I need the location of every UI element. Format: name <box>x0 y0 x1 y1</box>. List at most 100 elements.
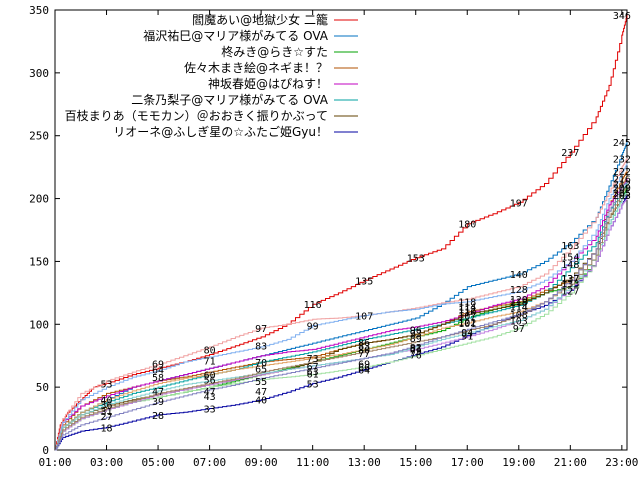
data-label: 40 <box>101 396 113 407</box>
data-label: 91 <box>461 332 473 343</box>
data-label: 80 <box>204 345 216 356</box>
data-label: 47 <box>204 387 216 398</box>
data-label: 47 <box>152 387 164 398</box>
data-label: 69 <box>152 359 164 370</box>
legend-entry-label: 百枝まりあ（モモカン）＠おおきく振りかぶって <box>65 108 328 123</box>
data-label: 118 <box>458 298 476 309</box>
data-label: 77 <box>358 349 370 360</box>
y-tick-label: 350 <box>29 4 49 17</box>
x-tick-label: 19:00 <box>502 456 535 469</box>
data-label: 148 <box>561 260 579 271</box>
data-label: 137 <box>561 274 579 285</box>
y-tick-label: 250 <box>29 130 49 143</box>
series-line <box>55 187 628 451</box>
data-label: 97 <box>513 324 525 335</box>
data-label: 203 <box>613 191 631 202</box>
x-tick-label: 11:00 <box>296 456 329 469</box>
data-label: 47 <box>255 387 267 398</box>
data-label: 114 <box>510 303 528 314</box>
x-tick-label: 13:00 <box>348 456 381 469</box>
data-label: 216 <box>613 174 631 185</box>
legend-entry-label: 福沢祐巳@マリア様がみてる OVA <box>143 28 328 43</box>
data-label: 114 <box>510 303 528 314</box>
series-line <box>55 178 628 451</box>
data-label: 114 <box>458 303 476 314</box>
data-label: 27 <box>101 412 113 423</box>
data-label: 108 <box>510 310 528 321</box>
data-label: 40 <box>255 396 267 407</box>
series-line <box>55 194 628 451</box>
legend-entry-label: 柊みき@らき☆すた <box>221 44 328 59</box>
data-label: 163 <box>561 241 579 252</box>
data-label: 70 <box>255 358 267 369</box>
data-label: 53 <box>307 379 319 390</box>
series-line <box>55 142 628 451</box>
data-label: 76 <box>410 350 422 361</box>
data-label: 245 <box>613 138 631 149</box>
data-label: 112 <box>458 305 476 316</box>
series-line <box>55 163 628 451</box>
data-label: 56 <box>204 376 216 387</box>
data-label: 94 <box>461 328 473 339</box>
data-label: 103 <box>510 317 528 328</box>
x-tick-label: 17:00 <box>451 456 484 469</box>
data-label: 205 <box>613 188 631 199</box>
legend-entry-label: 佐々木まき絵@ネギま！？ <box>184 60 328 75</box>
y-tick-label: 100 <box>29 318 49 331</box>
data-label: 66 <box>358 363 370 374</box>
data-label: 102 <box>458 318 476 329</box>
data-label: 28 <box>152 411 164 422</box>
data-label: 31 <box>101 407 113 418</box>
data-label: 96 <box>410 325 422 336</box>
data-labels: 1161351531801972373461401632452091141202… <box>101 11 631 434</box>
legend-entry-label: 神坂春姫@はぴねす！ <box>208 77 328 91</box>
data-label: 93 <box>410 329 422 340</box>
data-label: 43 <box>204 392 216 403</box>
data-label: 116 <box>304 300 322 311</box>
data-label: 107 <box>355 311 373 322</box>
x-tick-label: 23:00 <box>605 456 638 469</box>
series-line <box>55 183 628 451</box>
x-tick-label: 09:00 <box>245 456 278 469</box>
data-label: 80 <box>358 345 370 356</box>
data-label: 18 <box>101 423 113 434</box>
data-label: 127 <box>561 286 579 297</box>
series-line <box>55 182 628 451</box>
data-label: 107 <box>458 311 476 322</box>
y-tick-label: 200 <box>29 193 49 206</box>
data-label: 73 <box>307 354 319 365</box>
x-tick-label: 21:00 <box>554 456 587 469</box>
data-label: 128 <box>510 285 528 296</box>
data-label: 97 <box>255 324 267 335</box>
data-label: 58 <box>152 373 164 384</box>
data-label: 99 <box>307 322 319 333</box>
data-label: 61 <box>307 369 319 380</box>
y-tick-label: 150 <box>29 255 49 268</box>
data-label: 237 <box>561 148 579 159</box>
data-label: 71 <box>204 357 216 368</box>
data-label: 101 <box>458 319 476 330</box>
data-label: 55 <box>255 377 267 388</box>
data-label: 63 <box>307 367 319 378</box>
data-label: 65 <box>255 364 267 375</box>
data-label: 154 <box>561 252 579 263</box>
plot-frame <box>54 9 628 451</box>
legend-entry-label: 閻魔あい@地獄少女 二籠 <box>192 12 328 27</box>
data-label: 180 <box>458 220 476 231</box>
data-label: 60 <box>204 371 216 382</box>
data-label: 36 <box>101 401 113 412</box>
data-label: 197 <box>510 198 528 209</box>
data-label: 81 <box>410 344 422 355</box>
data-label: 33 <box>204 405 216 416</box>
data-label: 135 <box>355 276 373 287</box>
data-label: 39 <box>152 397 164 408</box>
data-label: 110 <box>458 308 476 319</box>
legend-entry-label: リオーネ@ふしぎ星の☆ふたご姫Gyu！ <box>113 124 328 139</box>
legend-entry-label: 二条乃梨子@マリア様がみてる OVA <box>131 92 328 107</box>
x-axis: 01:00 03:00 05:00 07:00 09:00 11:00 13:00 15:00… <box>38 10 638 469</box>
data-label: 64 <box>358 366 370 377</box>
data-label: 153 <box>407 254 425 265</box>
x-tick-label: 07:00 <box>193 456 226 469</box>
data-label: 69 <box>358 359 370 370</box>
data-label: 118 <box>510 298 528 309</box>
